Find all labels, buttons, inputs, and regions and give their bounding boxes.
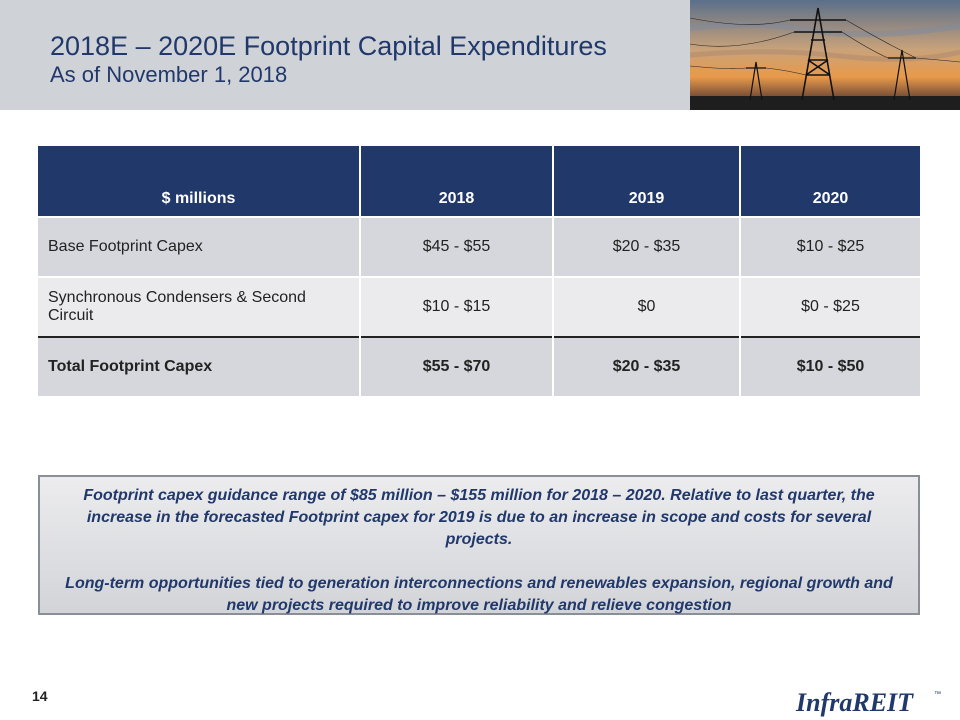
table-row: Base Footprint Capex $45 - $55 $20 - $35… xyxy=(38,216,920,277)
header-band: 2018E – 2020E Footprint Capital Expendit… xyxy=(0,0,960,110)
column-header: 2019 xyxy=(552,146,740,217)
infrareit-logo: InfraREIT ™ xyxy=(795,688,941,717)
row-label: Base Footprint Capex xyxy=(38,216,360,277)
page-subtitle: As of November 1, 2018 xyxy=(50,62,288,87)
table-cell: $0 - $25 xyxy=(739,276,920,337)
guidance-callout: Footprint capex guidance range of $85 mi… xyxy=(38,475,920,615)
power-lines-photo xyxy=(690,0,960,110)
table-cell: $55 - $70 xyxy=(359,336,553,396)
row-label: Synchronous Condensers & Second Circuit xyxy=(38,276,360,337)
table-cell: $10 - $25 xyxy=(739,216,920,277)
column-header: $ millions xyxy=(38,146,360,217)
trademark-mark: ™ xyxy=(934,691,941,698)
table-total-row: Total Footprint Capex $55 - $70 $20 - $3… xyxy=(38,336,920,396)
page-title: 2018E – 2020E Footprint Capital Expendit… xyxy=(50,31,607,61)
table-cell: $10 - $50 xyxy=(739,336,920,396)
table-cell: $20 - $35 xyxy=(552,336,740,396)
table-cell: $10 - $15 xyxy=(359,276,553,337)
table-cell: $20 - $35 xyxy=(552,216,740,277)
table-row: Synchronous Condensers & Second Circuit … xyxy=(38,276,920,337)
callout-paragraph: Long-term opportunities tied to generati… xyxy=(65,575,893,614)
column-header: 2018 xyxy=(359,146,553,217)
column-header: 2020 xyxy=(739,146,920,217)
logo-text: InfraREIT xyxy=(795,688,914,717)
callout-paragraph: Footprint capex guidance range of $85 mi… xyxy=(83,487,875,548)
capex-table: $ millions 2018 2019 2020 Base Footprint… xyxy=(38,146,920,396)
table-cell: $0 xyxy=(552,276,740,337)
table-cell: $45 - $55 xyxy=(359,216,553,277)
table-header-row: $ millions 2018 2019 2020 xyxy=(38,146,920,217)
page-number: 14 xyxy=(32,688,48,704)
row-label: Total Footprint Capex xyxy=(38,336,360,396)
